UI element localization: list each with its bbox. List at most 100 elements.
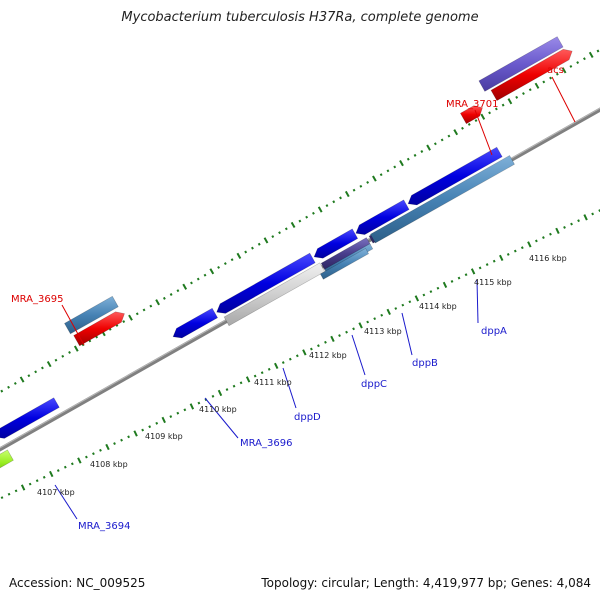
inner-tick bbox=[330, 335, 335, 343]
gene-steel-track-3 bbox=[319, 247, 370, 280]
inner-tick bbox=[217, 389, 223, 397]
inner-tick bbox=[464, 273, 468, 277]
inner-tick bbox=[520, 246, 524, 250]
tick-labels: 4107 kbp 4108 kbp 4109 kbp 4110 kbp 4111 kbp… bbox=[37, 254, 567, 497]
outer-tick bbox=[596, 49, 600, 53]
outer-tick bbox=[522, 92, 525, 95]
tick-marks bbox=[0, 49, 600, 500]
outer-tick bbox=[263, 237, 269, 244]
tick-label: 4107 kbp bbox=[37, 488, 75, 497]
inner-tick bbox=[239, 381, 243, 385]
inner-tick bbox=[535, 239, 538, 243]
inner-tick bbox=[373, 317, 377, 321]
inner-tick bbox=[450, 280, 454, 283]
outer-tick bbox=[68, 351, 71, 354]
inner-tick bbox=[113, 442, 116, 446]
outer-tick bbox=[386, 169, 390, 173]
inner-tick bbox=[245, 376, 251, 383]
inner-tick bbox=[583, 214, 588, 221]
inner-tick bbox=[141, 428, 145, 432]
outer-tick bbox=[169, 293, 173, 296]
inner-tick bbox=[35, 479, 39, 483]
inner-tick bbox=[591, 212, 595, 216]
outer-tick bbox=[217, 266, 220, 269]
inner-tick bbox=[352, 327, 355, 331]
outer-tick bbox=[555, 72, 559, 76]
inner-tick bbox=[442, 281, 448, 288]
outer-tick bbox=[162, 296, 166, 300]
leader-dppc bbox=[351, 334, 366, 376]
outer-tick bbox=[41, 366, 44, 370]
tick-label: 4112 kbp bbox=[309, 351, 347, 360]
leader-acs bbox=[551, 76, 576, 123]
gene-mra3696 bbox=[172, 307, 219, 339]
inner-tick bbox=[189, 403, 195, 410]
outer-tick bbox=[122, 320, 126, 324]
inner-tick bbox=[148, 425, 152, 429]
inner-tick bbox=[225, 388, 229, 391]
gene-dppA bbox=[407, 146, 503, 206]
inner-tick bbox=[63, 465, 67, 469]
inner-tick bbox=[49, 470, 54, 478]
outer-tick bbox=[474, 119, 478, 123]
inner-tick bbox=[570, 222, 573, 226]
outer-tick bbox=[339, 196, 342, 200]
inner-tick bbox=[408, 300, 412, 304]
inner-tick bbox=[0, 496, 4, 500]
outer-tick bbox=[453, 129, 459, 136]
leader-dppa bbox=[476, 279, 479, 324]
inner-tick bbox=[120, 438, 123, 442]
gene-dppC bbox=[313, 228, 359, 259]
label-dppd: dppD bbox=[294, 412, 321, 423]
inner-tick bbox=[70, 462, 74, 466]
leader-mra_3694 bbox=[54, 484, 78, 520]
outer-tick bbox=[284, 227, 288, 231]
label-dppa: dppA bbox=[481, 326, 507, 337]
outer-tick bbox=[583, 57, 586, 61]
inner-tick bbox=[92, 452, 95, 456]
inner-tick bbox=[324, 340, 327, 344]
topology-summary: Topology: circular; Length: 4,419,977 bp… bbox=[261, 576, 591, 590]
outer-tick bbox=[344, 190, 350, 198]
outer-tick bbox=[305, 215, 309, 219]
outer-tick bbox=[399, 159, 404, 167]
outer-tick bbox=[128, 314, 133, 321]
outer-tick bbox=[480, 113, 486, 120]
outer-tick bbox=[196, 277, 200, 281]
outer-tick bbox=[142, 308, 146, 312]
inner-tick bbox=[281, 361, 285, 364]
inner-tick bbox=[338, 334, 341, 337]
inner-tick bbox=[133, 430, 138, 437]
outer-tick bbox=[467, 122, 471, 126]
inner-tick bbox=[42, 475, 46, 479]
label-mra_3701: MRA_3701 bbox=[446, 99, 498, 110]
outer-tick bbox=[352, 188, 356, 192]
outer-tick bbox=[236, 252, 242, 259]
inner-tick bbox=[232, 384, 236, 388]
label-dppc: dppC bbox=[361, 379, 387, 390]
outer-tick bbox=[576, 61, 580, 65]
inner-tick bbox=[457, 276, 461, 280]
outer-tick bbox=[406, 157, 410, 161]
label-dppb: dppB bbox=[412, 358, 438, 369]
outer-tick bbox=[54, 358, 58, 362]
outer-tick bbox=[569, 65, 573, 68]
inner-tick bbox=[14, 489, 18, 493]
inner-tick bbox=[317, 344, 320, 348]
inner-tick bbox=[485, 263, 489, 267]
inner-tick bbox=[394, 307, 398, 310]
outer-tick bbox=[393, 165, 397, 169]
inner-tick bbox=[422, 293, 426, 297]
outer-tick bbox=[244, 250, 248, 254]
inner-tick bbox=[288, 357, 292, 361]
outer-tick bbox=[433, 142, 437, 146]
inner-tick bbox=[499, 254, 504, 261]
inner-tick bbox=[577, 219, 580, 223]
label-mra_3695: MRA_3695 bbox=[11, 294, 63, 305]
outer-tick bbox=[561, 67, 567, 74]
inner-tick bbox=[56, 469, 60, 473]
inner-tick bbox=[380, 313, 384, 317]
outer-tick bbox=[19, 376, 25, 383]
tick-label: 4113 kbp bbox=[364, 327, 402, 336]
